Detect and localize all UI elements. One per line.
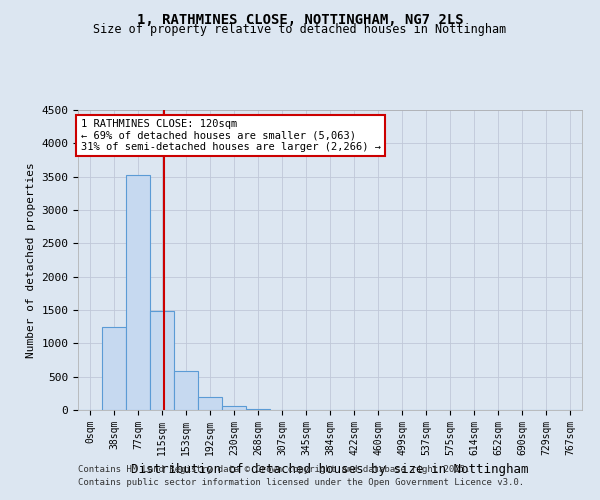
Text: Contains HM Land Registry data © Crown copyright and database right 2025.: Contains HM Land Registry data © Crown c… (78, 466, 470, 474)
Bar (198, 396, 222, 410)
Text: 1 RATHMINES CLOSE: 120sqm
← 69% of detached houses are smaller (5,063)
31% of se: 1 RATHMINES CLOSE: 120sqm ← 69% of detac… (80, 119, 380, 152)
Bar (222, 406, 246, 410)
Bar (126, 176, 150, 410)
Bar (174, 372, 198, 410)
Y-axis label: Number of detached properties: Number of detached properties (26, 162, 36, 358)
X-axis label: Distribution of detached houses by size in Nottingham: Distribution of detached houses by size … (131, 464, 529, 476)
Text: 1, RATHMINES CLOSE, NOTTINGHAM, NG7 2LS: 1, RATHMINES CLOSE, NOTTINGHAM, NG7 2LS (137, 12, 463, 26)
Bar (102, 326, 126, 410)
Text: Contains public sector information licensed under the Open Government Licence v3: Contains public sector information licen… (78, 478, 524, 487)
Bar (150, 312, 174, 410)
Text: Size of property relative to detached houses in Nottingham: Size of property relative to detached ho… (94, 22, 506, 36)
